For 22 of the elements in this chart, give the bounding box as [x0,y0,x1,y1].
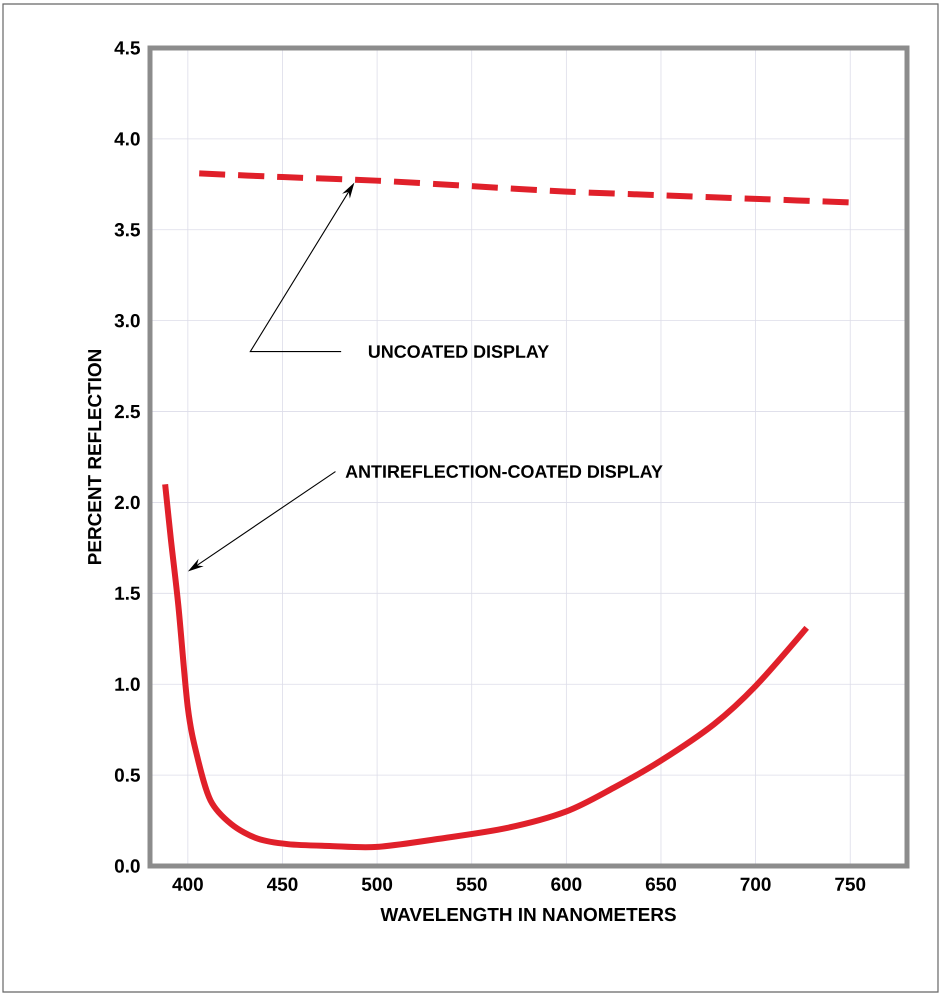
y-tick-label: 3.5 [114,223,140,236]
x-tick-label: 450 [266,878,298,891]
y-tick-label: 1.0 [115,678,140,691]
y-tick-label: 1.5 [115,586,140,600]
y-tick-label: 4.5 [114,41,140,55]
x-tick-label: 400 [172,878,203,891]
y-tick-label: 0.5 [114,768,140,782]
y-tick-label: 4.0 [114,132,140,146]
x-tick-label: 550 [456,878,487,891]
y-axis-title: PERCENT REFLECTION [88,350,102,564]
x-tick-label: 650 [646,878,676,891]
x-tick-label: 600 [551,878,582,891]
y-tick-label: 0.0 [114,859,140,873]
annotation: UNCOATED DISPLAY [368,345,549,358]
x-tick-label: 750 [835,878,866,891]
y-tick-label: 2.5 [114,404,140,418]
x-axis-title: WAVELENGTH IN NANOMETERS [380,908,676,922]
x-tick-label: 500 [362,878,392,891]
y-tick-label: 3.0 [114,314,140,328]
annotation: ANTIREFLECTION-COATED DISPLAY [346,465,663,478]
x-tick-label: 700 [740,878,771,891]
y-tick-label: 2.0 [114,496,140,510]
